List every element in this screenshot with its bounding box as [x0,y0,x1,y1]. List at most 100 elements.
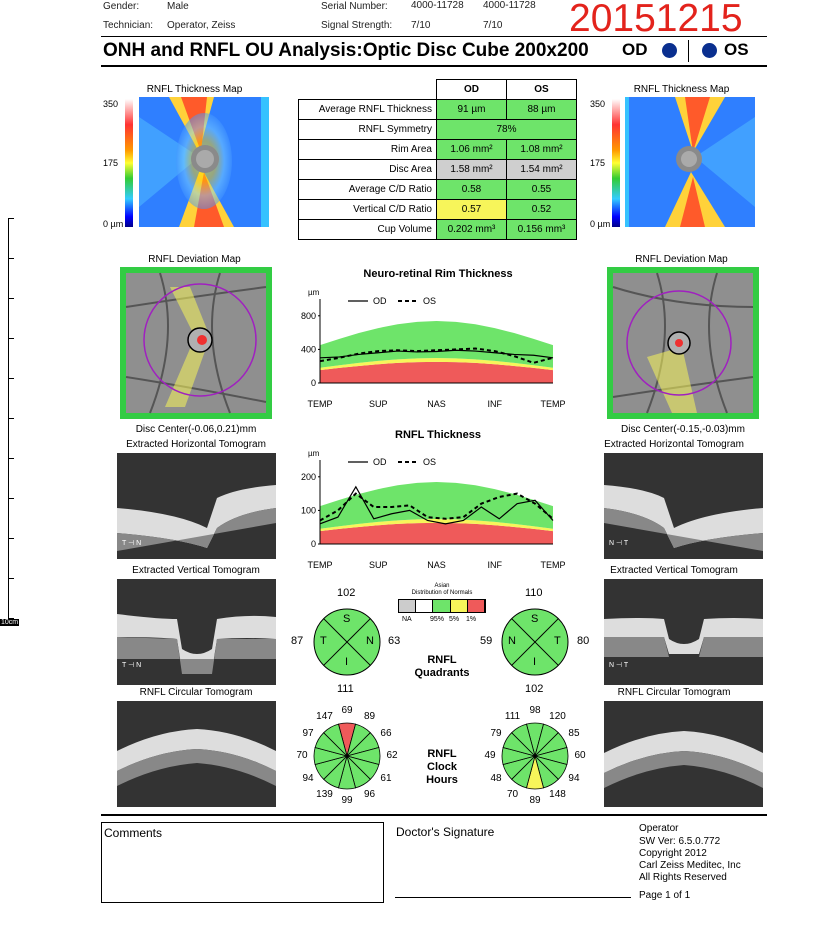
row-od: 0.202 mm³ [436,219,507,240]
od-deviation-map [120,267,272,419]
os-scale-mid: 175 [590,158,606,168]
od-eye-icon [662,43,677,58]
y-tick-label: 0 [311,539,316,549]
table-row: Cup Volume 0.202 mm³ 0.156 mm³ [298,219,577,240]
row-os: 1.08 mm² [506,139,577,160]
x-tick-label: NAS [427,399,446,409]
os-quad-bottom: 102 [525,683,544,695]
normative-band [320,522,553,544]
clock-value: 49 [484,750,496,761]
measurement-ruler [8,218,14,620]
od-circular-tomogram [117,701,276,807]
od-quad-s: S [343,613,351,625]
os-thickness-map-title: RNFL Thickness Map [633,84,730,95]
legend-title-2: Distribution of Normals [411,590,473,596]
table-row: Vertical C/D Ratio 0.57 0.52 [298,199,577,220]
table-corner [299,80,437,100]
os-quadrant-chart [501,608,569,676]
os-deviation-map-title: RNFL Deviation Map [635,254,728,265]
clock-value: 70 [506,788,519,800]
clock-value: 97 [302,727,314,739]
legend-label-95: 95% [430,616,445,623]
serial-os: 4000-11728 [483,0,536,11]
clock-value: 69 [341,705,353,716]
clock-value: 70 [296,750,308,761]
od-scale-mid: 175 [103,158,119,168]
ruler-tick [8,258,14,259]
signature-label: Doctor's Signature [396,825,495,839]
clock-value: 66 [380,727,392,739]
signal-label: Signal Strength: [321,20,393,31]
os-color-scale [612,99,620,227]
comments-box[interactable] [101,822,384,903]
od-scale-min: 0 µm [103,219,124,229]
clock-value: 89 [529,795,541,806]
od-color-scale [125,99,133,227]
x-tick-label: INF [488,560,503,570]
y-tick-label: 0 [311,378,316,388]
rim-thickness-chart: 800 400 0 µm TEMP SUP NAS INF TEMP OD OS [301,288,566,409]
serial-od: 4000-11728 [411,0,464,11]
row-both: 78% [436,119,577,140]
legend-label-1: 1% [466,616,477,623]
clock-value: 85 [568,727,580,739]
date-stamp: 20151215 [569,0,743,40]
od-h-tomo-title: Extracted Horizontal Tomogram [126,439,266,450]
normative-legend [398,599,486,613]
x-tick-label: TEMP [540,560,565,570]
normative-band [320,361,553,383]
legend-swatch [416,600,434,612]
row-os: 88 µm [506,99,577,120]
ruler-tick [8,298,14,299]
legend-label: OD [373,296,387,306]
x-tick-label: SUP [369,560,388,570]
copyright: Copyright 2012 [639,848,707,859]
od-scale-max: 350 [103,99,119,109]
clock-value: 94 [302,772,314,784]
ruler-label: 10cm [0,619,20,626]
os-horizontal-tomogram: N ⊣ T [604,453,763,559]
row-label: Disc Area [298,159,437,180]
os-h-tomo-title: Extracted Horizontal Tomogram [604,439,744,450]
legend-swatch [450,600,468,612]
clock-value: 120 [549,711,566,723]
svg-text:N ⊣ T: N ⊣ T [609,662,629,669]
quadrants-title-2: Quadrants [414,667,470,679]
sw-version: SW Ver: 6.5.0.772 [639,836,721,847]
od-quad-top: 102 [337,587,356,599]
legend-swatch [433,600,451,612]
rnfl-chart-title: RNFL Thickness [395,429,481,441]
ruler-tick [8,618,14,619]
od-c-tomo-title: RNFL Circular Tomogram [139,687,253,698]
rnfl-thickness-chart: 200 100 0 µm TEMP SUP NAS INF TEMP OD OS [301,449,566,570]
y-tick-label: 200 [301,472,316,482]
legend-title-1: Asian [434,583,450,589]
os-quad-n: N [508,635,516,647]
os-quad-left: 59 [480,635,493,647]
os-quad-s: S [531,613,539,625]
legend-label-5: 5% [449,616,460,623]
os-deviation-map [607,267,759,419]
od-quad-i: I [345,656,349,668]
company: Carl Zeiss Meditec, Inc [639,860,741,871]
clock-value: 148 [549,788,566,800]
y-tick-label: 800 [301,311,316,321]
os-disc-center: Disc Center(-0.15,-0.03)mm [621,424,745,435]
comments-label: Comments [104,826,163,840]
row-od: 91 µm [436,99,507,120]
table-row: RNFL Symmetry 78% [298,119,577,140]
y-tick-label: 400 [301,344,316,354]
technician-label: Technician: [103,20,154,31]
signature-line[interactable] [395,897,631,898]
ruler-tick [8,498,14,499]
row-od: 0.57 [436,199,507,220]
quadrants-title-1: RNFL [427,654,457,666]
row-label: Average RNFL Thickness [298,99,437,120]
normative-band [320,321,553,368]
legend-label-na: NA [402,616,412,623]
os-thickness-map [625,97,755,227]
table-row: Average RNFL Thickness 91 µm 88 µm [298,99,577,120]
clock-value: 98 [529,705,541,716]
od-vertical-tomogram: T ⊣ N [117,579,276,685]
ruler-tick [8,418,14,419]
